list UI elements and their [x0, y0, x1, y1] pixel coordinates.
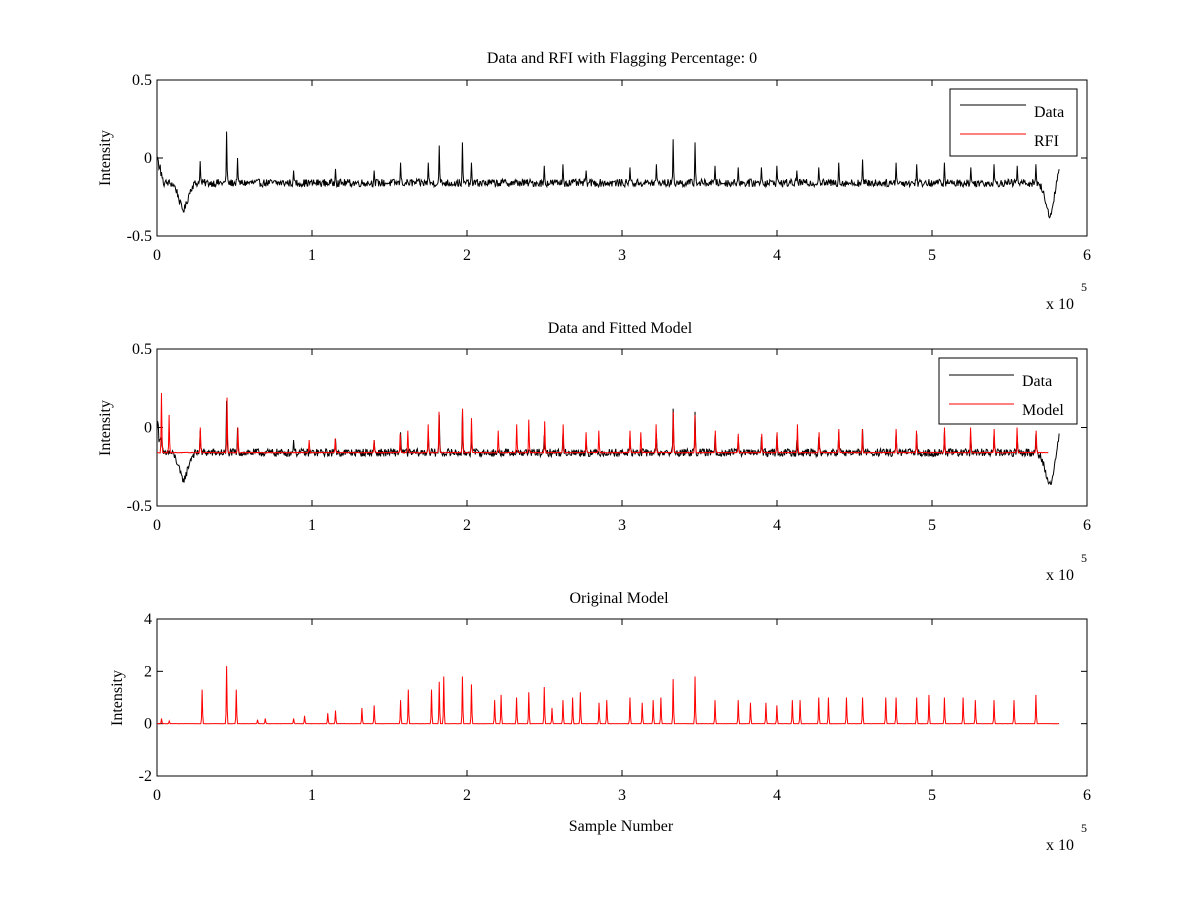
panel-2-x-tick-label-1: 1: [308, 517, 316, 534]
panel-2-x-tick-label-6: 6: [1083, 517, 1091, 534]
panel-2-y-tick-label-1: 0: [144, 420, 152, 437]
panel-1-plot-area: [156, 131, 1060, 219]
panel-3-axes: [156, 618, 1088, 777]
panel-1-x-exponent-base: x 10: [1046, 296, 1074, 313]
panel-1-x-tick-label-1: 1: [308, 247, 316, 264]
panel-1-x-tick-label-2: 2: [463, 247, 471, 264]
panel-3-title: Original Model: [569, 590, 669, 607]
panel-2-x-exponent: x 10: [1046, 567, 1074, 584]
panel-2-x-tick-label-5: 5: [928, 517, 936, 534]
panel-1-x-tick-label-6: 6: [1083, 247, 1091, 264]
panel-3-y-tick-label-2: 2: [144, 663, 152, 680]
panel-2-x-tick-label-2: 2: [463, 517, 471, 534]
panel-3-x-exponent: x 10: [1046, 837, 1074, 854]
panel-2-x-tick-label-3: 3: [618, 517, 626, 534]
panel-3-x-tick-label-0: 0: [153, 787, 161, 804]
panel-3-plot-area: [156, 666, 1060, 725]
panel-2-legend-box: [938, 357, 1078, 425]
panel-1-legend-box: [949, 88, 1078, 157]
panel-1-y-tick-label-2: 0.5: [132, 72, 152, 89]
panel-3-x-axis-label: Sample Number: [569, 818, 674, 835]
panel-2-y-ticks: -0.5 0 0.5: [127, 341, 1087, 515]
panel-3-y-tick-label-0: -2: [139, 768, 152, 785]
panel-1-x-ticks: 0 1 2 3 4 5 6: [153, 80, 1091, 264]
panel-2-y-axis-label: Intensity: [97, 400, 114, 456]
panel-1-x-exponent: x 10: [1046, 296, 1074, 313]
panel-1-legend-label-rfi: RFI: [1034, 133, 1059, 150]
panel-1-x-tick-label-5: 5: [928, 247, 936, 264]
panel-3-x-tick-label-6: 6: [1083, 787, 1091, 804]
panel-2-legend-label-data: Data: [1022, 373, 1052, 390]
panel-1-y-axis-label: Intensity: [97, 130, 114, 186]
panel-3-y-tick-label-3: 4: [144, 611, 152, 628]
panel-1-axes: [156, 79, 1088, 237]
panel-3-x-tick-label-3: 3: [618, 787, 626, 804]
panel-2-plot-area: [156, 392, 1060, 486]
panel-3-x-tick-label-4: 4: [773, 787, 781, 804]
panel-2-x-exponent-power: 5: [1081, 551, 1087, 565]
panel-1-x-tick-label-0: 0: [153, 247, 161, 264]
panel-3-y-axis-label: Intensity: [109, 670, 126, 726]
panel-1-y-tick-label-0: -0.5: [127, 228, 152, 245]
panel-3-x-exponent-power: 5: [1081, 821, 1087, 835]
panel-1-x-tick-label-4: 4: [773, 247, 781, 264]
panel-2-y-tick-label-2: 0.5: [132, 341, 152, 358]
panel-1-series-data: [156, 131, 1060, 219]
panel-2-series-data: [156, 400, 1060, 486]
panel-1-legend: Data RFI: [949, 88, 1078, 157]
panel-2-y-tick-label-0: -0.5: [127, 498, 152, 515]
panel-3-x-tick-label-5: 5: [928, 787, 936, 804]
panel-2-x-exponent-base: x 10: [1046, 567, 1074, 584]
panel-2-axes: [156, 348, 1088, 507]
panel-3-y-tick-label-1: 0: [144, 716, 152, 733]
panel-2-series-model: [156, 392, 1049, 454]
panel-2-legend: Data Model: [938, 357, 1078, 425]
panel-3-x-tick-label-2: 2: [463, 787, 471, 804]
panel-2-x-ticks: 0 1 2 3 4 5 6: [153, 349, 1091, 534]
panel-1-title: Data and RFI with Flagging Percentage: 0: [487, 50, 757, 67]
panel-3-series-original-model: [156, 666, 1060, 725]
panel-1-x-exponent-power: 5: [1081, 280, 1087, 294]
panel-1: Data and RFI with Flagging Percentage: 0…: [97, 50, 1091, 313]
panel-1-y-tick-label-1: 0: [144, 150, 152, 167]
panel-2-x-tick-label-0: 0: [153, 517, 161, 534]
panel-1-y-ticks: -0.5 0 0.5: [127, 72, 1087, 245]
panel-1-legend-label-data: Data: [1034, 104, 1064, 121]
panel-2-legend-label-model: Model: [1022, 402, 1064, 419]
panel-3-x-exponent-base: x 10: [1046, 837, 1074, 854]
panel-3-x-ticks: 0 1 2 3 4 5 6: [153, 619, 1091, 804]
panel-1-x-tick-label-3: 3: [618, 247, 626, 264]
panel-3-x-tick-label-1: 1: [308, 787, 316, 804]
panel-2-title: Data and Fitted Model: [548, 320, 693, 337]
panel-2-x-tick-label-4: 4: [773, 517, 781, 534]
